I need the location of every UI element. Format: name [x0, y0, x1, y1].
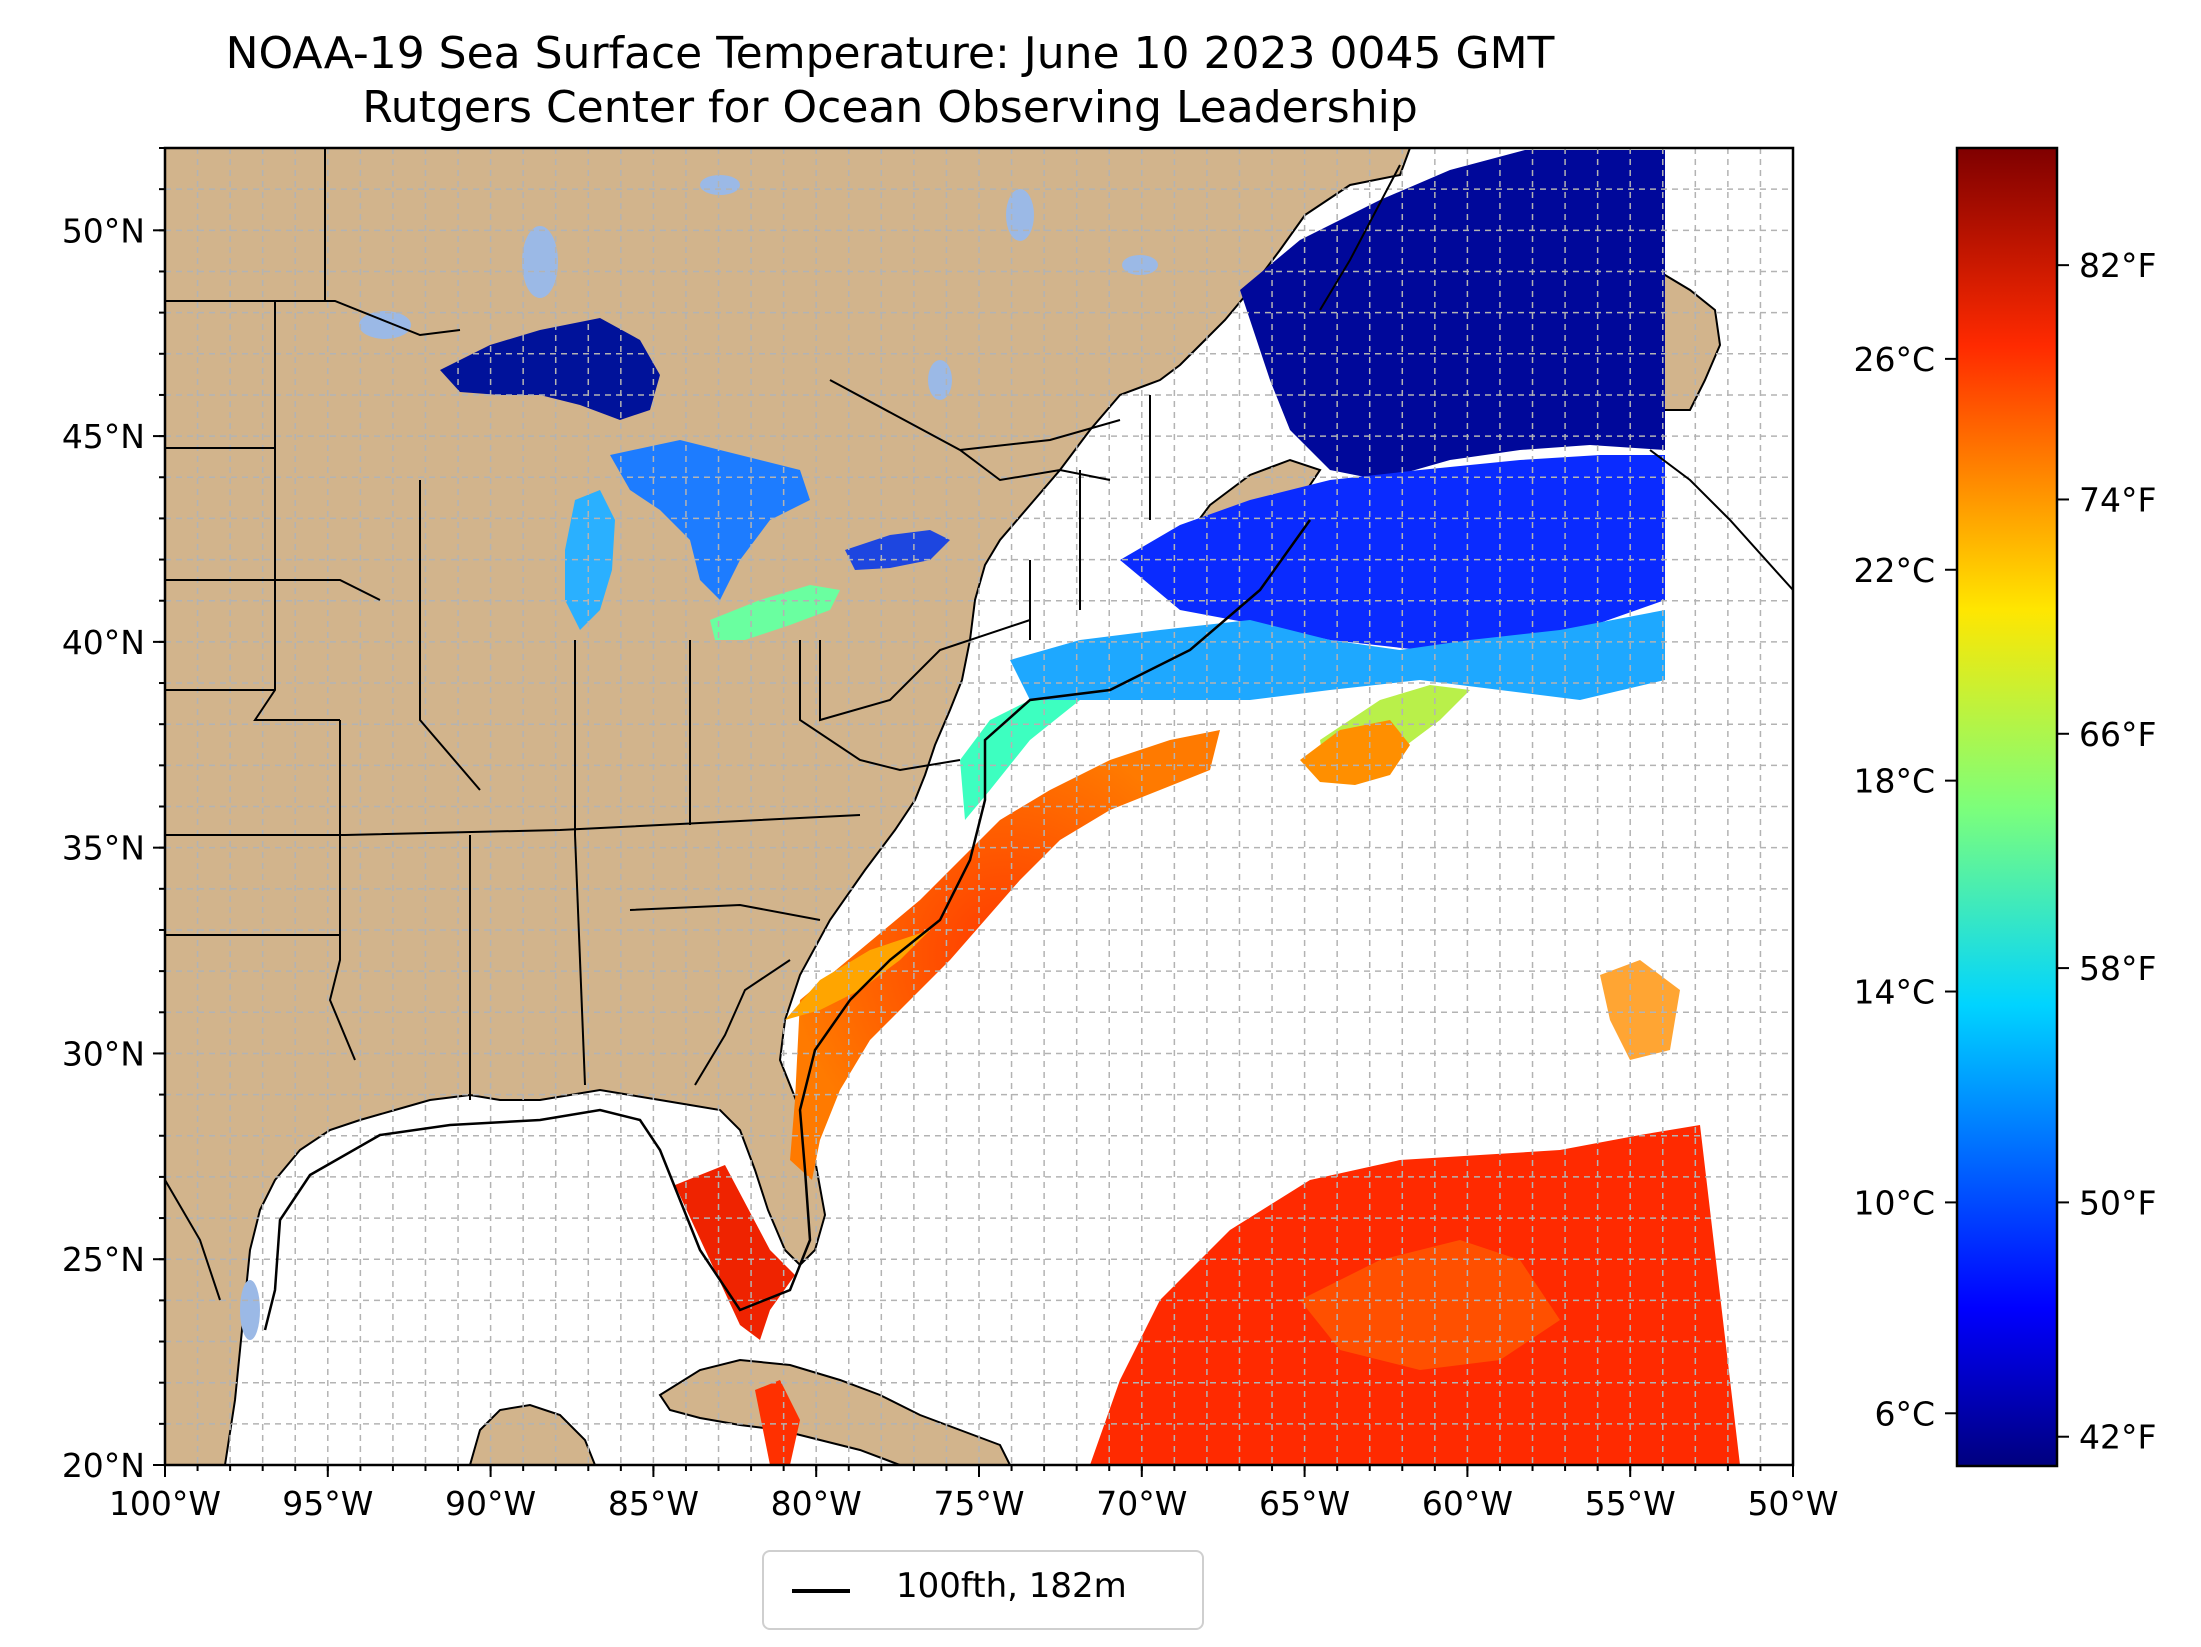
lake-erie [710, 585, 840, 640]
lat-tick-label: 50°N [62, 211, 145, 250]
lon-tick-label: 90°W [445, 1484, 536, 1523]
sst-bermuda-patch [1600, 960, 1680, 1060]
colorbar-fahrenheit-label: 42°F [2079, 1418, 2156, 1457]
lat-tick-label: 35°N [62, 829, 145, 868]
colorbar-celsius-label: 10°C [1853, 1183, 1935, 1222]
lat-tick-label: 25°N [62, 1240, 145, 1279]
lon-tick-label: 100°W [109, 1484, 221, 1523]
colorbar-celsius-label: 14°C [1853, 973, 1935, 1012]
map-gridlines [165, 148, 1793, 1465]
lon-tick-label: 50°W [1747, 1484, 1838, 1523]
political-borders [165, 148, 1793, 1301]
colorbar-celsius-label: 18°C [1853, 762, 1935, 801]
colorbar-celsius-label: 6°C [1874, 1394, 1935, 1433]
sst-gulf-of-st-lawrence [1240, 150, 1665, 480]
colorbar [1955, 146, 2059, 1468]
sst-west-florida-shelf [675, 1165, 795, 1340]
sst-warm-core-ring [1300, 720, 1410, 785]
lon-tick-label: 65°W [1259, 1484, 1350, 1523]
lon-tick-label: 55°W [1585, 1484, 1676, 1523]
lat-tick-label: 45°N [62, 417, 145, 456]
sst-mid-atlantic-shelf [960, 700, 1080, 820]
lat-tick-label: 40°N [62, 623, 145, 662]
map-axis-ticks [153, 147, 1794, 1477]
lat-tick-label: 30°N [62, 1034, 145, 1073]
isobath-100fth-line [263, 519, 1312, 1331]
lat-tick-label: 20°N [62, 1446, 145, 1485]
sst-sargasso-warm-patch [1300, 1240, 1560, 1370]
lake-huron [610, 440, 810, 600]
colorbar-celsius-label: 22°C [1853, 551, 1935, 590]
colorbar-celsius-label: 26°C [1853, 340, 1935, 379]
chart-title: NOAA-19 Sea Surface Temperature: June 10… [225, 28, 1555, 79]
legend-isobath-swatch [792, 1589, 850, 1593]
legend-isobath-label: 100fth, 182m [896, 1566, 1127, 1606]
colorbar-ticks [1945, 264, 2069, 1438]
colorbar-fahrenheit-label: 58°F [2079, 949, 2156, 988]
sst-south-carolina-shelf [785, 930, 930, 1020]
colorbar-fahrenheit-labels: 42°F 50°F 58°F 66°F 74°F 82°F [2079, 246, 2156, 1457]
colorbar-fahrenheit-label: 66°F [2079, 715, 2156, 754]
lon-tick-label: 70°W [1096, 1484, 1187, 1523]
sst-florida-keys [755, 1380, 800, 1465]
lon-tick-label: 75°W [933, 1484, 1024, 1523]
lake-michigan [565, 490, 615, 630]
yucatan-land [468, 1403, 597, 1465]
legend: 100fth, 182m [762, 1550, 1204, 1630]
longitude-tick-labels: 100°W 95°W 90°W 85°W 80°W 75°W 70°W 65°W 60°W 55°… [109, 1484, 1839, 1523]
lon-tick-label: 80°W [771, 1484, 862, 1523]
lon-tick-label: 85°W [608, 1484, 699, 1523]
colorbar-celsius-labels: 6°C 10°C 14°C 18°C 22°C 26°C [1853, 340, 1935, 1433]
chart-subtitle: Rutgers Center for Ocean Observing Leade… [362, 82, 1418, 133]
cuba-land [658, 1358, 1012, 1465]
lon-tick-label: 95°W [282, 1484, 373, 1523]
latitude-tick-labels: 20°N 25°N 30°N 35°N 40°N 45°N 50°N [62, 211, 145, 1485]
colorbar-fahrenheit-label: 82°F [2079, 246, 2156, 285]
lon-tick-label: 60°W [1422, 1484, 1513, 1523]
colorbar-fahrenheit-label: 50°F [2079, 1183, 2156, 1222]
colorbar-fahrenheit-label: 74°F [2079, 480, 2156, 519]
